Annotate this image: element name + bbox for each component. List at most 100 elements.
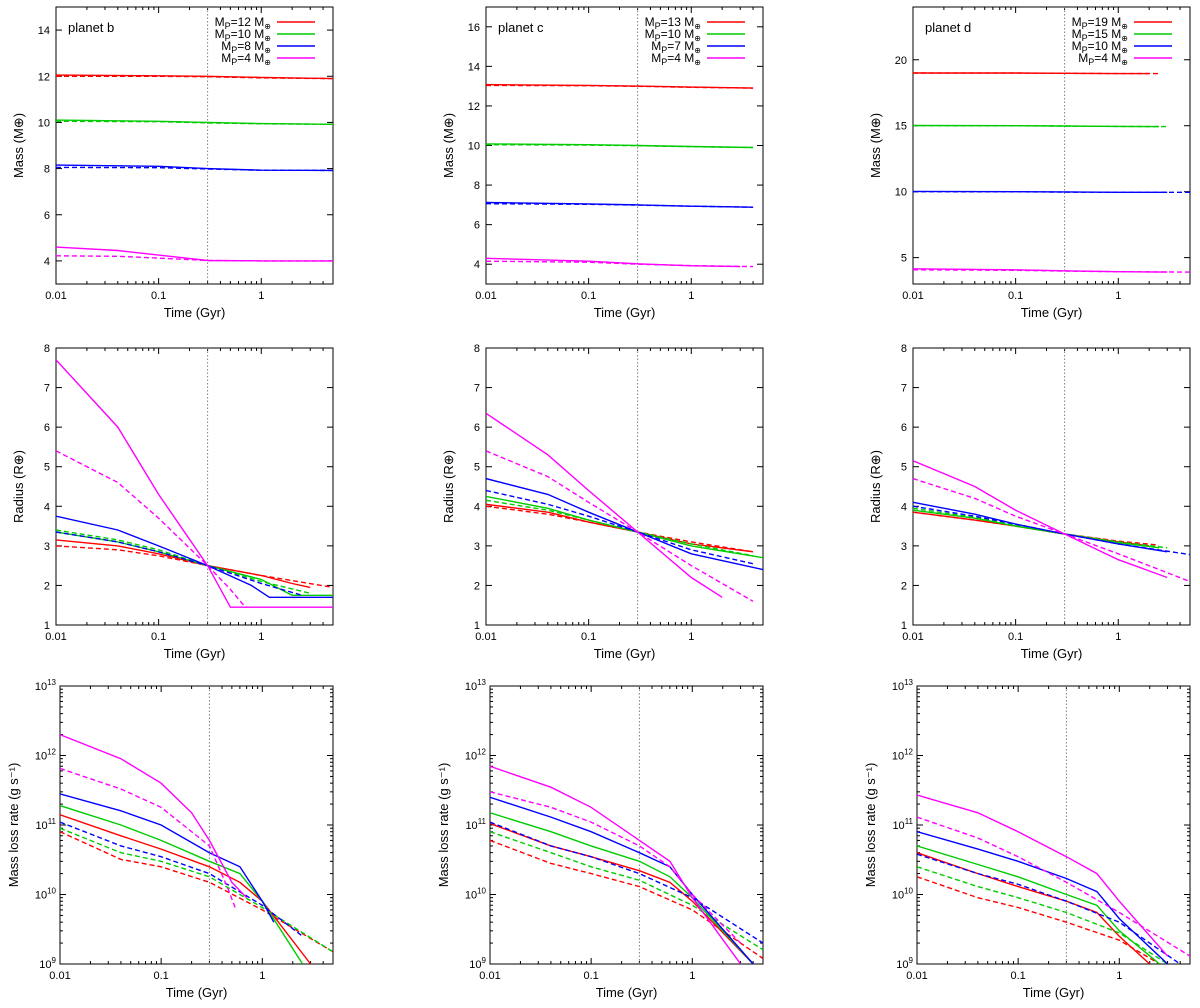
series-line-magenta-dashed: [486, 260, 754, 268]
panel-label: planet c: [498, 20, 544, 35]
x-tick-label: 0.01: [902, 631, 923, 643]
series-line-green-dashed: [60, 827, 333, 953]
series-line-red-dashed: [486, 84, 754, 89]
x-tick-label: 1: [258, 631, 264, 643]
y-tick-label: 1011: [465, 817, 486, 832]
series-line-magenta-solid: [913, 460, 1168, 579]
series-line-green-dashed: [486, 144, 754, 149]
series-line-green-solid: [490, 812, 754, 964]
y-tick-label: 16: [468, 22, 480, 34]
y-axis-title: Radius (R⊕): [11, 450, 26, 523]
series-line-blue-dashed: [486, 489, 754, 565]
series-line-blue-dashed: [913, 505, 1190, 556]
y-tick-label: 4: [44, 256, 50, 268]
x-tick-label: 1: [688, 631, 694, 643]
series-line-red-dashed: [917, 876, 1160, 964]
y-tick-label: 14: [38, 25, 50, 37]
series-line-green-dashed: [56, 529, 311, 594]
x-axis-title: Time (Gyr): [1021, 646, 1083, 661]
y-tick-label: 12: [468, 101, 480, 113]
y-axis-title: Radius (R⊕): [868, 450, 883, 523]
x-tick-label: 0.1: [151, 631, 166, 643]
plot-frame: [59, 685, 334, 965]
plot-frame: [55, 6, 334, 285]
series-line-red-dashed: [486, 505, 754, 553]
x-tick-label: 1: [688, 290, 694, 302]
x-tick-label: 0.1: [154, 970, 169, 982]
x-axis-title: Time (Gyr): [166, 985, 228, 1000]
chart-panel-mlr-d: 0.01 0.1 1 109 1010 1011 1012 1013 Time (Gyr) Mas…: [863, 678, 1191, 1000]
x-tick-label: 0.01: [45, 290, 66, 302]
chart-panel-radius-b: 0.01 0.1 1 1 2 3 4 5 6 7 8 Time (Gyr) Radius (R⊕): [11, 343, 334, 661]
series-line-magenta-solid: [56, 246, 333, 262]
x-tick-label: 0.01: [902, 290, 923, 302]
y-tick-label: 8: [44, 164, 50, 176]
x-tick-label: 0.01: [479, 970, 500, 982]
x-tick-label: 0.1: [584, 970, 599, 982]
y-tick-label: 6: [901, 422, 907, 434]
chart-panel-mlr-c: 0.01 0.1 1 109 1010 1011 1012 1013 Time (Gyr) Mas…: [436, 678, 764, 1000]
y-tick-label: 7: [44, 383, 50, 395]
series-line-blue-solid: [917, 831, 1169, 964]
x-axis-title: Time (Gyr): [594, 305, 656, 320]
y-tick-label: 10: [468, 141, 480, 153]
y-tick-label: 1013: [35, 678, 57, 693]
series-line-red-dashed: [60, 831, 333, 953]
x-axis-title: Time (Gyr): [164, 305, 226, 320]
y-tick-label: 4: [474, 259, 480, 271]
series-line-green-solid: [60, 804, 304, 964]
y-axis-title: Mass (M⊕): [11, 113, 26, 178]
y-tick-label: 6: [44, 422, 50, 434]
series-line-red-solid: [56, 74, 333, 80]
series-line-green-dashed: [486, 499, 754, 557]
series-line-magenta-dashed: [60, 767, 237, 911]
series-line-magenta-solid: [917, 794, 1169, 957]
series-line-red-dashed: [490, 839, 763, 960]
chart-panel-mlr-b: 0.01 0.1 1 109 1010 1011 1012 1013 Time (Gyr) Mas…: [6, 678, 334, 1000]
y-tick-label: 5: [474, 462, 480, 474]
series-line-magenta-solid: [486, 257, 741, 268]
legend-label: MP=15 M⊕: [1072, 27, 1128, 43]
x-tick-label: 0.1: [1011, 970, 1026, 982]
y-axis-title: Mass loss rate (g s⁻¹): [863, 763, 878, 888]
y-tick-label: 109: [896, 956, 913, 971]
series-line-magenta-dashed: [917, 816, 1190, 957]
y-tick-label: 1: [474, 620, 480, 632]
y-tick-label: 5: [901, 462, 907, 474]
y-tick-label: 7: [901, 383, 907, 395]
y-tick-label: 7: [474, 383, 480, 395]
series-line-blue-solid: [486, 477, 763, 571]
series-line-blue-dashed: [56, 166, 333, 172]
series-line-green-solid: [917, 845, 1161, 964]
legend-label: MP=8 M⊕: [221, 39, 271, 55]
plot-frame: [912, 6, 1191, 285]
y-tick-label: 1012: [35, 748, 57, 763]
legend-label: MP=4 M⊕: [651, 51, 701, 67]
series-line-magenta-solid: [56, 359, 333, 608]
y-tick-label: 6: [474, 422, 480, 434]
series-line-green-dashed: [490, 831, 763, 951]
legend-label: MP=4 M⊕: [221, 51, 271, 67]
y-tick-label: 1: [901, 620, 907, 632]
x-tick-label: 1: [259, 970, 265, 982]
series-line-blue-dashed: [486, 203, 754, 208]
y-tick-label: 1012: [892, 748, 914, 763]
y-tick-label: 1: [44, 620, 50, 632]
x-tick-label: 0.1: [151, 290, 166, 302]
y-tick-label: 5: [44, 462, 50, 474]
y-tick-label: 3: [474, 541, 480, 553]
y-tick-label: 8: [44, 343, 50, 355]
x-tick-label: 1: [1115, 290, 1121, 302]
series-line-blue-dashed: [917, 853, 1181, 964]
x-tick-label: 0.1: [1008, 290, 1023, 302]
series-line-red-dashed: [56, 545, 333, 589]
series-line-red-dashed: [913, 72, 1160, 75]
legend-label: MP=19 M⊕: [1072, 15, 1128, 31]
y-tick-label: 1013: [892, 678, 914, 693]
y-tick-label: 10: [38, 117, 50, 129]
chart-panel-radius-c: 0.01 0.1 1 1 2 3 4 5 6 7 8 Time (Gyr) Radius (R⊕): [441, 343, 764, 661]
chart-panel-radius-d: 0.01 0.1 1 1 2 3 4 5 6 7 8 Time (Gyr) Radius (R⊕): [868, 343, 1191, 661]
x-tick-label: 1: [689, 970, 695, 982]
